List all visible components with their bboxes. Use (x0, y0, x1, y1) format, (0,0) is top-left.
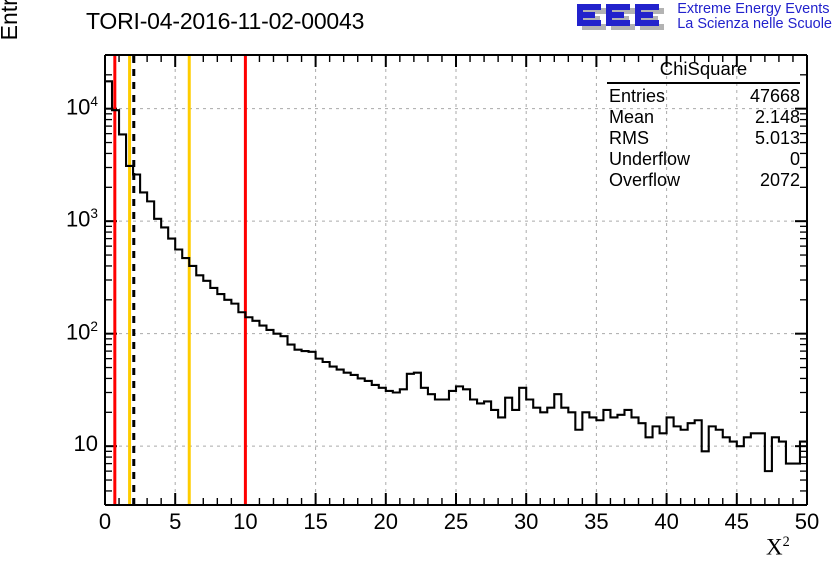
x-tick-label: 15 (303, 509, 328, 534)
stats-row-value: 5.013 (754, 128, 800, 148)
stats-row-value: 2072 (759, 170, 800, 190)
x-tick-label: 50 (794, 509, 820, 534)
x-tick-label: 5 (169, 509, 182, 534)
stats-row-value: 0 (789, 149, 800, 169)
stats-divider (607, 81, 800, 84)
stats-row-value: 47668 (749, 86, 800, 106)
y-tick-label: 102 (65, 318, 98, 344)
x-tick-label: 25 (443, 509, 469, 534)
x-tick-label: 35 (584, 509, 609, 534)
y-tick-label: 10 (73, 431, 98, 457)
x-axis-title: X2 (766, 534, 790, 560)
stats-row-key: Overflow (609, 170, 681, 190)
stats-row: Entries 47668 (607, 86, 800, 107)
x-tick-label: 40 (654, 509, 679, 534)
stats-row: Overflow 2072 (607, 170, 800, 191)
histogram-outline (105, 80, 807, 473)
y-tick-label: 104 (65, 93, 98, 119)
eee-logo-line2: La Scienza nelle Scuole (677, 16, 832, 33)
stats-row-value: 2.148 (754, 107, 800, 127)
stats-row-key: RMS (609, 128, 649, 148)
x-tick-label: 0 (98, 509, 112, 534)
page-title: TORI-04-2016-11-02-00043 (86, 8, 365, 34)
stats-row: Mean 2.148 (607, 107, 800, 128)
x-tick-label: 10 (233, 509, 258, 534)
stats-row-key: Entries (609, 86, 666, 106)
eee-logo: Extreme Energy Events La Scienza nelle S… (576, 1, 832, 36)
stats-title: ChiSquare (659, 58, 748, 79)
stats-row: RMS 5.013 (607, 128, 800, 149)
eee-mark-icon (576, 2, 672, 36)
stats-row-key: Underflow (609, 149, 691, 169)
x-tick-label: 30 (513, 509, 539, 534)
eee-logo-text: Extreme Energy Events La Scienza nelle S… (677, 1, 832, 33)
stats-row-key: Mean (609, 107, 655, 127)
stats-row: Underflow 0 (607, 149, 800, 170)
marker-lines (113, 56, 247, 504)
eee-logo-line1: Extreme Energy Events (677, 1, 830, 17)
x-tick-label: 20 (373, 509, 399, 534)
x-tick-label: 45 (724, 509, 750, 534)
stats-box: ChiSquare Entries 47668 Mean 2.148 RMS 5.013 U… (607, 58, 800, 191)
y-tick-label: 103 (65, 206, 98, 232)
